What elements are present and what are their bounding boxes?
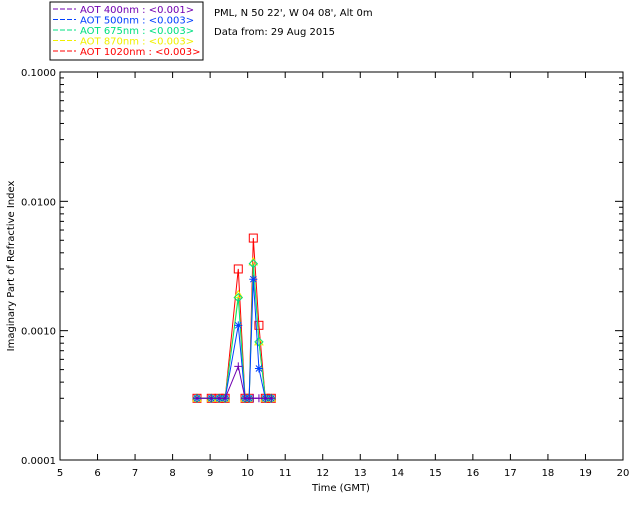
x-tick-label: 6 — [94, 468, 100, 479]
legend-entry: AOT 500nm : <0.003> — [80, 16, 194, 27]
x-tick-label: 13 — [354, 468, 367, 479]
legend-entry: AOT 1020nm : <0.003> — [80, 47, 200, 58]
x-tick-label: 20 — [617, 468, 630, 479]
y-tick-label: 0.0010 — [21, 327, 56, 338]
legend: AOT 400nm : <0.001>AOT 500nm : <0.003>AO… — [49, 1, 204, 61]
star-marker — [249, 275, 258, 284]
square-marker — [254, 320, 264, 330]
plus-marker — [267, 394, 276, 403]
plot-frame — [59, 71, 624, 461]
x-axis-label: Time (GMT) — [311, 483, 370, 494]
plus-marker — [207, 394, 216, 403]
legend-entry: AOT 400nm : <0.001> — [80, 5, 194, 16]
x-tick-label: 11 — [279, 468, 292, 479]
diamond-marker — [248, 258, 259, 269]
legend-entry: AOT 675nm : <0.003> — [80, 26, 194, 37]
star-marker — [254, 364, 263, 373]
series-line — [196, 263, 272, 399]
y-axis-label: Imaginary Part of Refractive Index — [6, 181, 17, 352]
location-text: PML, N 50 22', W 04 08', Alt 0m — [214, 8, 373, 19]
x-tick-label: 10 — [241, 468, 254, 479]
series-star — [192, 275, 276, 403]
plus-marker — [192, 394, 201, 403]
x-tick-label: 18 — [542, 468, 555, 479]
legend-box — [49, 1, 204, 61]
y-tick-label: 0.0100 — [21, 197, 56, 208]
date-text: Data from: 29 Aug 2015 — [214, 27, 335, 38]
x-tick-label: 14 — [391, 468, 404, 479]
x-tick-label: 12 — [316, 468, 329, 479]
series-diamond — [192, 258, 277, 403]
plus-marker — [234, 362, 243, 371]
diamond-marker — [233, 292, 243, 303]
series-plus — [192, 362, 276, 403]
x-tick-label: 16 — [466, 468, 479, 479]
y-tick-label: 0.0001 — [21, 456, 56, 467]
plus-marker — [221, 394, 230, 403]
x-tick-label: 7 — [132, 468, 138, 479]
star-marker — [234, 321, 243, 330]
x-tick-label: 17 — [504, 468, 517, 479]
x-tick-label: 9 — [207, 468, 213, 479]
y-tick-label: 0.1000 — [21, 68, 56, 79]
x-tick-label: 15 — [429, 468, 442, 479]
x-tick-label: 8 — [169, 468, 175, 479]
square-marker — [233, 264, 243, 274]
legend-entry: AOT 870nm : <0.003> — [80, 37, 194, 48]
x-tick-label: 5 — [57, 468, 63, 479]
series-line — [196, 364, 272, 399]
square-marker — [248, 233, 258, 243]
x-tick-label: 19 — [579, 468, 592, 479]
diamond-marker — [254, 337, 264, 347]
